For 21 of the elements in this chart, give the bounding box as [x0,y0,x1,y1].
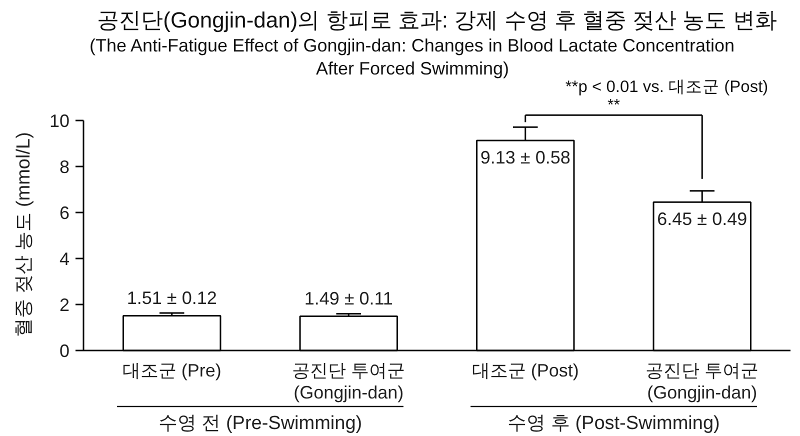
text: ** [608,97,620,114]
y-tick-label: 10 [49,111,70,131]
text: 수영 전 (Pre-Swimming) [158,413,362,434]
y-axis-title: 혈중 젖산 농도 (mmol/L) [13,132,34,337]
x-tick-label: 대조군 (Post) [472,360,579,380]
y-tick-label: 0 [59,341,70,361]
x-tick-label: 공진단 투여군 (Gongjin-dan) [646,360,759,402]
data-label: 1.51 ± 0.12 [126,288,217,308]
text: 수영 후 (Post-Swimming) [508,413,720,434]
data-label: 1.49 ± 0.11 [304,288,393,309]
x-tick-label: 공진단 투여군 (Gongjin-dan) [292,360,406,402]
y-tick-label: 6 [59,203,70,223]
chart-title: 공진단(Gongjin-dan)의 항피로 효과: 강제 수영 후 혈중 젖산 농도 변화 [97,8,777,32]
y-tick-label: 8 [59,157,70,177]
y-tick-label: 2 [59,295,70,315]
x-tick-label: 대조군 (Pre) [122,360,222,380]
data-label: 9.13 ± 0.58 [480,148,570,168]
text: **p < 0.01 vs. 대조군 (Post) [565,78,768,96]
chart-subtitle: (The Anti-Fatigue Effect of Gongjin-dan: Changes in Blood Lactate Concentration After Forced Swimming) [89,36,735,78]
data-label: 6.45 ± 0.49 [657,209,748,230]
y-tick-label: 4 [59,249,70,269]
